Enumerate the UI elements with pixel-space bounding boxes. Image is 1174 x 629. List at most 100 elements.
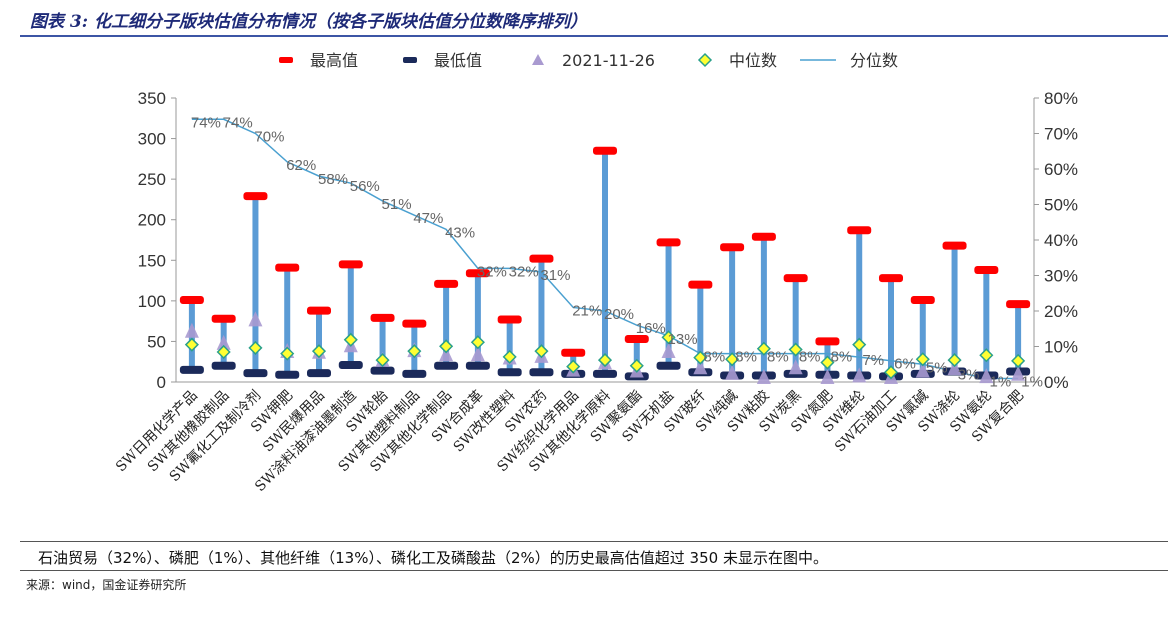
- range-bar: [919, 300, 926, 374]
- median-marker: [979, 348, 994, 363]
- median-marker: [470, 335, 485, 350]
- median-marker: [725, 352, 740, 367]
- min-marker: [243, 369, 268, 378]
- percentile-data-label: 3%: [958, 366, 980, 383]
- min-marker: [307, 369, 331, 378]
- min-marker: [275, 370, 300, 379]
- median-marker: [915, 352, 930, 367]
- current-marker: [947, 360, 962, 376]
- page-title: 图表 3: 化工细分子版块估值分布情况（按各子版块估值分位数降序排列）: [30, 12, 587, 32]
- min-marker: [211, 361, 236, 370]
- range-bar: [284, 267, 291, 375]
- y-tick-label: 50: [147, 332, 166, 351]
- min-marker: [529, 368, 554, 377]
- range-bar: [506, 319, 513, 373]
- current-marker: [693, 359, 708, 375]
- y-tick-label: 150: [138, 251, 166, 270]
- min-marker: [656, 361, 681, 370]
- max-marker: [751, 232, 776, 241]
- median-marker: [311, 344, 327, 359]
- legend-label-4: 分位数: [850, 51, 898, 70]
- max-marker: [179, 296, 204, 305]
- max-marker: [275, 263, 300, 272]
- percentile-data-label: 13%: [668, 331, 698, 348]
- max-marker: [465, 269, 490, 278]
- chart-footnote: 石油贸易（32%）、磷肥（1%）、其他纤维（13%）、磷化工及磷酸盐（2%）的历…: [38, 549, 828, 567]
- max-marker: [879, 274, 903, 283]
- y2-tick-label: 0%: [1044, 373, 1069, 392]
- max-marker: [720, 243, 745, 252]
- min-marker: [402, 369, 427, 378]
- title-bar: 图表 3: 化工细分子版块估值分布情况（按各子版块估值分位数降序排列）: [0, 0, 1174, 37]
- range-bar: [602, 150, 608, 374]
- median-marker: [343, 332, 358, 347]
- legend-label-3: 中位数: [729, 51, 777, 70]
- max-marker: [338, 260, 363, 269]
- percentile-data-label: 32%: [509, 263, 539, 280]
- current-marker: [248, 311, 263, 327]
- percentile-data-label: 51%: [382, 196, 412, 213]
- y2-tick-label: 60%: [1044, 160, 1078, 179]
- max-marker: [529, 254, 554, 263]
- percentile-data-label: 32%: [477, 263, 507, 280]
- y2-tick-label: 40%: [1044, 231, 1078, 250]
- range-bar: [1015, 304, 1022, 372]
- chart-marks: 74% 74%70%62%58% 56%51%47%43%32% 32% 31%21% 2…: [179, 114, 1043, 390]
- legend-marker-3: [697, 52, 713, 68]
- median-marker: [502, 349, 517, 364]
- range-bar: [951, 245, 958, 372]
- median-marker: [883, 365, 899, 380]
- median-marker: [375, 353, 390, 368]
- current-marker: [915, 362, 930, 378]
- current-marker: [439, 346, 454, 362]
- current-marker: [216, 334, 231, 350]
- max-marker: [847, 226, 872, 235]
- title-divider: [20, 35, 1168, 37]
- min-marker: [593, 369, 617, 378]
- y2-tick-label: 30%: [1044, 267, 1078, 286]
- min-marker: [179, 365, 204, 374]
- max-marker: [402, 319, 427, 328]
- source-line: 来源：wind，国金证券研究所: [26, 578, 187, 592]
- max-marker: [656, 238, 681, 247]
- current-marker: [979, 368, 994, 384]
- median-marker: [597, 353, 613, 368]
- current-marker: [725, 364, 740, 380]
- percentile-data-label: 20%: [604, 306, 634, 323]
- median-marker: [534, 344, 549, 359]
- y2-tick-label: 70%: [1044, 125, 1078, 144]
- current-marker: [820, 368, 835, 384]
- percentile-line: [191, 118, 1019, 380]
- max-marker: [942, 241, 967, 250]
- percentile-data-label: 8%: [703, 349, 725, 366]
- min-marker: [370, 366, 395, 375]
- median-marker: [947, 353, 962, 368]
- max-marker: [434, 279, 459, 288]
- range-bar: [474, 273, 481, 366]
- current-marker: [661, 342, 676, 358]
- percentile-data-label: 74%: [191, 114, 221, 131]
- median-marker: [693, 350, 708, 365]
- percentile-data-label: 62%: [286, 157, 316, 174]
- y-tick-label: 200: [138, 211, 166, 230]
- max-marker: [815, 337, 840, 346]
- range-bar: [792, 278, 799, 374]
- percentile-data-label: 6%: [894, 356, 916, 373]
- max-marker: [1006, 300, 1031, 309]
- median-marker: [216, 344, 231, 360]
- max-marker: [624, 334, 649, 343]
- current-marker: [756, 368, 771, 384]
- median-marker: [820, 355, 835, 370]
- legend-label-2: 2021-11-26: [562, 51, 655, 70]
- legend-label-0: 最高值: [310, 51, 358, 70]
- range-bar: [252, 196, 259, 374]
- percentile-data-label: 74%: [223, 114, 253, 131]
- legend-marker-1: [403, 57, 417, 63]
- max-marker: [497, 315, 522, 324]
- median-marker: [852, 337, 867, 352]
- range-bar: [983, 270, 990, 376]
- range-bar: [538, 258, 545, 373]
- range-bar: [760, 236, 767, 376]
- y-tick-label: 250: [138, 170, 166, 189]
- max-marker: [910, 296, 935, 305]
